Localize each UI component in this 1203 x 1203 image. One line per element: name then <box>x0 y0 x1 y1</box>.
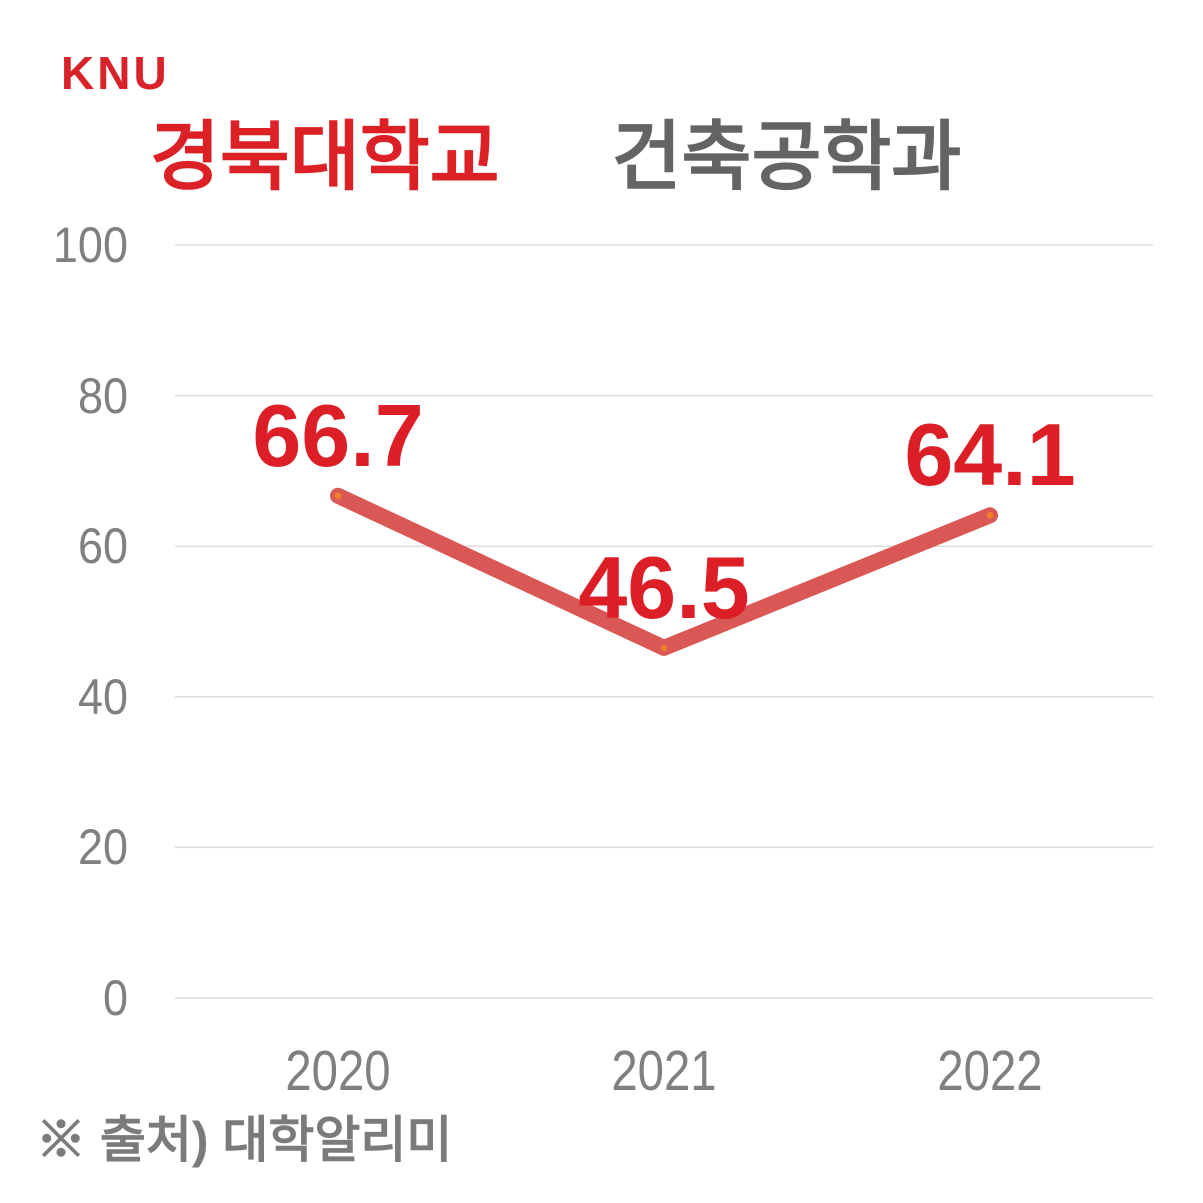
page-title: 경북대학교 건축공학과 <box>150 116 961 200</box>
data-point-marker <box>660 644 668 652</box>
data-point-marker <box>334 492 342 500</box>
data-point-marker <box>986 511 994 519</box>
title-university: 경북대학교 <box>150 115 500 200</box>
x-tick-label: 2022 <box>937 1039 1043 1103</box>
data-value-label: 66.7 <box>252 385 424 485</box>
data-value-label: 46.5 <box>578 537 750 637</box>
x-tick-label: 2021 <box>611 1039 717 1103</box>
y-tick-label: 60 <box>77 518 128 575</box>
x-tick-label: 2020 <box>285 1039 391 1103</box>
y-tick-label: 80 <box>77 367 128 424</box>
y-tick-label: 100 <box>52 217 129 273</box>
y-tick-label: 20 <box>77 819 128 876</box>
y-tick-label: 40 <box>77 668 128 725</box>
y-tick-label: 0 <box>102 970 128 1026</box>
title-department: 건축공학과 <box>611 115 962 200</box>
source-note: ※ 출처) 대학알리미 <box>36 1112 453 1168</box>
data-value-label: 64.1 <box>904 405 1076 505</box>
knu-logo: KNU <box>61 47 170 99</box>
